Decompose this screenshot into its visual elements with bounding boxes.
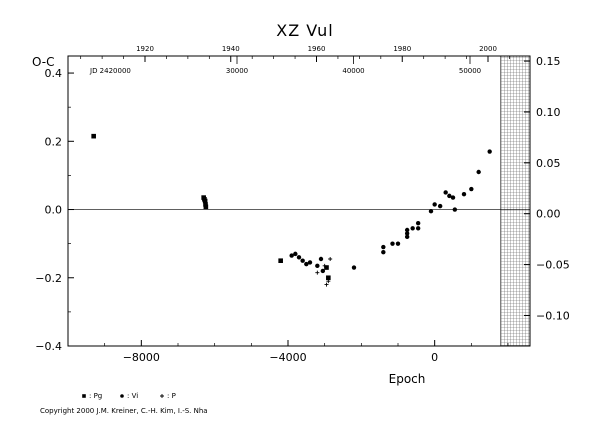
y-tick-label: 0.2 [45,135,63,148]
data-point-square [278,258,283,264]
chart-title: XZ Vul [276,21,333,40]
data-point-circle [300,258,305,263]
y-tick-label: 0.0 [45,204,63,217]
legend-label: : Pg [89,392,102,400]
x-tick-label: −8000 [123,351,160,364]
data-point-square [324,265,329,270]
data-point-circle [315,263,320,269]
y-axis-label: O-C [32,55,55,69]
year-tick-label: 2000 [479,45,497,53]
data-point-plus [315,270,320,275]
data-point-circle [410,226,415,231]
data-point-square [326,275,331,281]
data-point-circle [452,207,458,212]
right-tick-label: 0.05 [536,157,561,170]
data-point-circle [443,190,448,195]
right-tick-label: 0.00 [536,208,561,221]
year-tick-label: 1960 [308,45,326,53]
data-point-square [91,133,96,139]
data-point-circle [450,195,456,200]
legend: : Pg : Vi : P [82,392,176,400]
future-shaded-region [500,55,531,347]
data-point-plus [326,279,331,284]
data-point-circle [447,193,452,199]
legend-label: : P [167,392,176,400]
data-point-circle [296,255,302,260]
data-point-circle [404,231,410,236]
right-tick-label: 0.15 [536,55,561,68]
data-point-circle [437,203,443,209]
data-point-plus [324,282,329,287]
data-point-circle [469,186,474,192]
data-point-circle [304,261,309,267]
axes-group: −8000 −4000 0 −0.4 −0.2 0.0 0.2 0.4 −0.10 −0.05 0.… [35,45,569,364]
data-point-circle [293,251,298,257]
legend-label: : Vi [127,392,138,400]
data-point-circle [432,202,437,207]
data-point-plus [322,263,327,268]
data-point-square [202,198,208,204]
jd-label: JD 2420000 [89,67,131,75]
data-point-circle [428,209,434,214]
data-point-circle [390,241,395,246]
y-tick-label: −0.2 [35,272,62,285]
jd-tick-label: 30000 [226,67,248,75]
data-point-circle [318,256,324,262]
data-point-circle [487,149,492,154]
right-tick-label: −0.05 [536,259,570,272]
data-point-circle [307,260,313,265]
jd-tick-label: 40000 [342,67,364,75]
data-point-circle [415,226,421,231]
data-point-circle [381,244,386,250]
data-point-circle [404,227,410,233]
y-tick-label: 0.4 [45,67,63,80]
data-point-circle [289,253,294,258]
legend-marker-circle [120,394,124,398]
year-tick-label: 1940 [222,45,240,53]
data-point-circle [404,234,410,240]
data-point-circle [351,265,357,270]
data-point-circle [395,241,401,246]
legend-marker-plus [160,394,164,398]
copyright-text: Copyright 2000 J.M. Kreiner, C.-H. Kim, … [40,407,208,415]
legend-marker-square [82,394,86,398]
data-points [91,133,492,287]
x-axis-label: Epoch [389,372,426,386]
jd-tick-label: 50000 [459,67,481,75]
x-tick-label: 0 [431,351,438,364]
right-tick-label: −0.10 [536,309,570,322]
data-point-circle [461,191,467,197]
plot-frame [67,55,531,347]
data-point-circle [381,249,386,255]
data-point-circle [476,169,481,175]
year-tick-label: 1980 [393,45,411,53]
y-tick-label: −0.4 [35,340,62,353]
x-tick-label: −4000 [269,351,306,364]
data-point-plus [328,257,333,261]
data-point-circle [415,220,421,226]
year-tick-label: 1920 [136,45,154,53]
data-point-circle [320,268,326,274]
right-tick-label: 0.10 [536,106,561,119]
data-point-square [203,204,209,210]
data-point-square [203,202,208,207]
